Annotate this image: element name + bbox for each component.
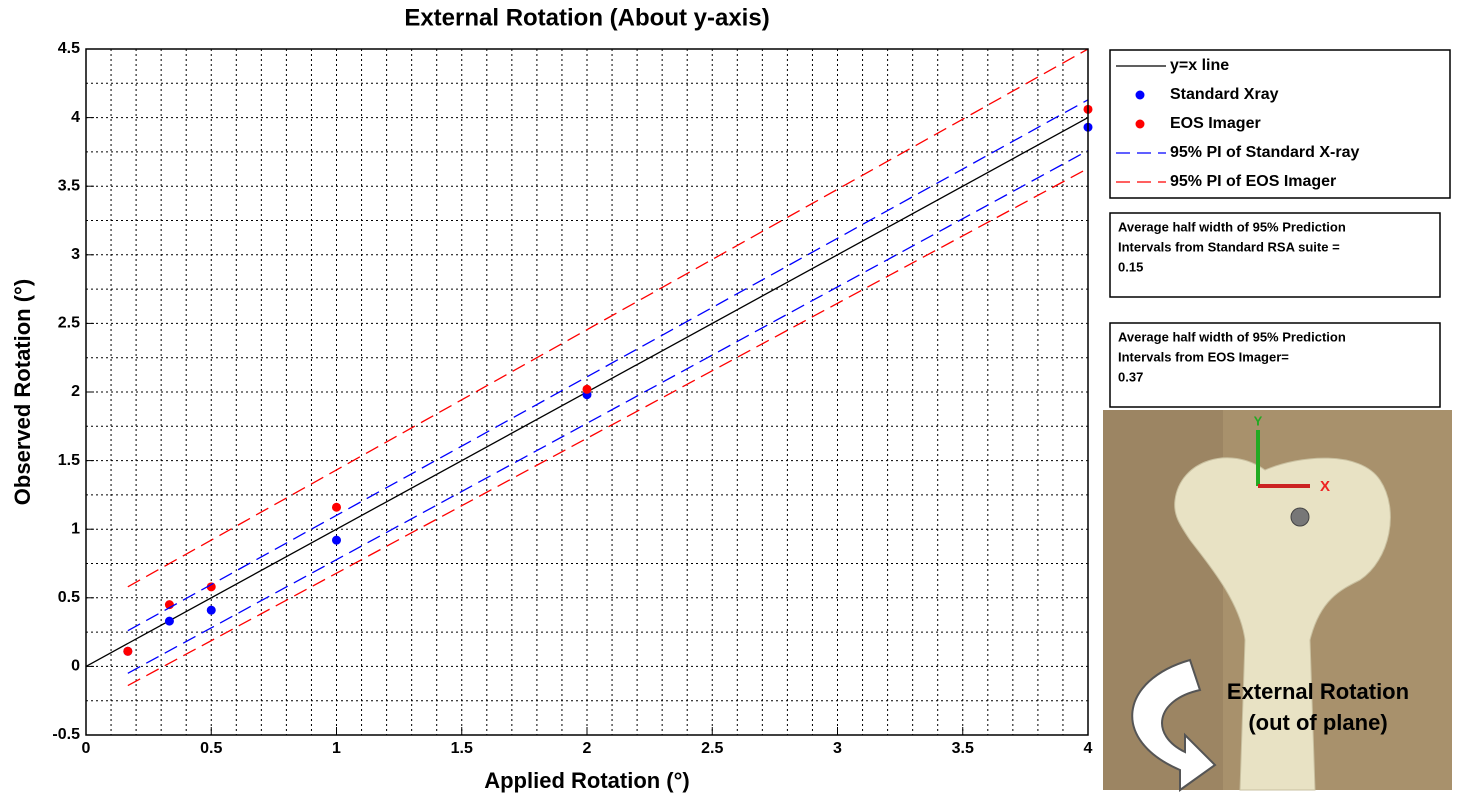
prediction-interval [127, 149, 1089, 674]
y-tick-label: 3 [71, 246, 80, 263]
axis-y-label: Y [1254, 413, 1263, 428]
annotation-box [1109, 322, 1441, 408]
rotation-arrow [1131, 658, 1217, 792]
photo-caption: External Rotation [1227, 679, 1409, 704]
legend-label: y=x line [1170, 57, 1229, 74]
annotation-text: Intervals from EOS Imager= [1118, 349, 1289, 364]
y-tick-label: 4 [71, 109, 80, 126]
prediction-interval [127, 48, 1089, 588]
bone [1174, 457, 1391, 791]
y-tick-label: 2 [71, 383, 80, 400]
annotation-text: Average half width of 95% Prediction [1118, 219, 1346, 234]
annotation-text: Intervals from Standard RSA suite = [1118, 239, 1340, 254]
legend-marker [1135, 90, 1145, 100]
y-tick-label: 4.5 [58, 40, 80, 57]
x-tick-label: 1.5 [451, 740, 473, 757]
y-tick-label: 1 [71, 520, 80, 537]
y-tick-label: 2.5 [58, 315, 80, 332]
annotation-box [1109, 212, 1441, 298]
x-axis-label: Applied Rotation (°) [484, 768, 690, 793]
legend-label: 95% PI of EOS Imager [1170, 173, 1336, 190]
data-point [164, 616, 174, 626]
y-axis-label: Observed Rotation (°) [10, 279, 35, 505]
y-tick-label: 0.5 [58, 589, 80, 606]
data-point [332, 535, 341, 545]
y-tick-label: 1.5 [58, 452, 80, 469]
legend-label: 95% PI of Standard X-ray [1170, 144, 1359, 161]
x-tick-label: 2 [583, 740, 592, 757]
axis-x-label: X [1320, 478, 1330, 495]
plot-frame [85, 48, 1089, 736]
data-point [206, 605, 216, 615]
x-tick-label: 4 [1084, 740, 1093, 757]
legend-label: Standard Xray [1170, 86, 1279, 103]
photo-inset: Y X External Rotation (out of plane) [1103, 410, 1452, 792]
prediction-interval [127, 99, 1089, 632]
bead [1290, 507, 1310, 527]
annotation-text: 0.37 [1118, 369, 1143, 384]
prediction-interval [127, 167, 1089, 687]
x-tick-label: 3.5 [952, 740, 974, 757]
photo-caption: (out of plane) [1248, 710, 1387, 735]
x-tick-label: 3 [833, 740, 842, 757]
legend-label: EOS Imager [1170, 115, 1261, 132]
y-tick-label: 0 [71, 658, 80, 675]
annotation-text: Average half width of 95% Prediction [1118, 329, 1346, 344]
annotation-text: 0.15 [1118, 259, 1143, 274]
data-point [582, 384, 592, 394]
chart-title: External Rotation (About y-axis) [404, 4, 769, 31]
x-tick-label: 1 [332, 740, 341, 757]
x-tick-label: 0 [82, 740, 91, 757]
legend-marker [1135, 119, 1145, 129]
legend-box [1109, 49, 1451, 199]
x-tick-label: 2.5 [701, 740, 723, 757]
x-tick-label: 0.5 [200, 740, 222, 757]
data-point [332, 502, 341, 512]
data-point [123, 646, 133, 656]
data-point [206, 582, 216, 592]
y-tick-label: 3.5 [58, 177, 80, 194]
y-tick-label: -0.5 [52, 726, 80, 743]
